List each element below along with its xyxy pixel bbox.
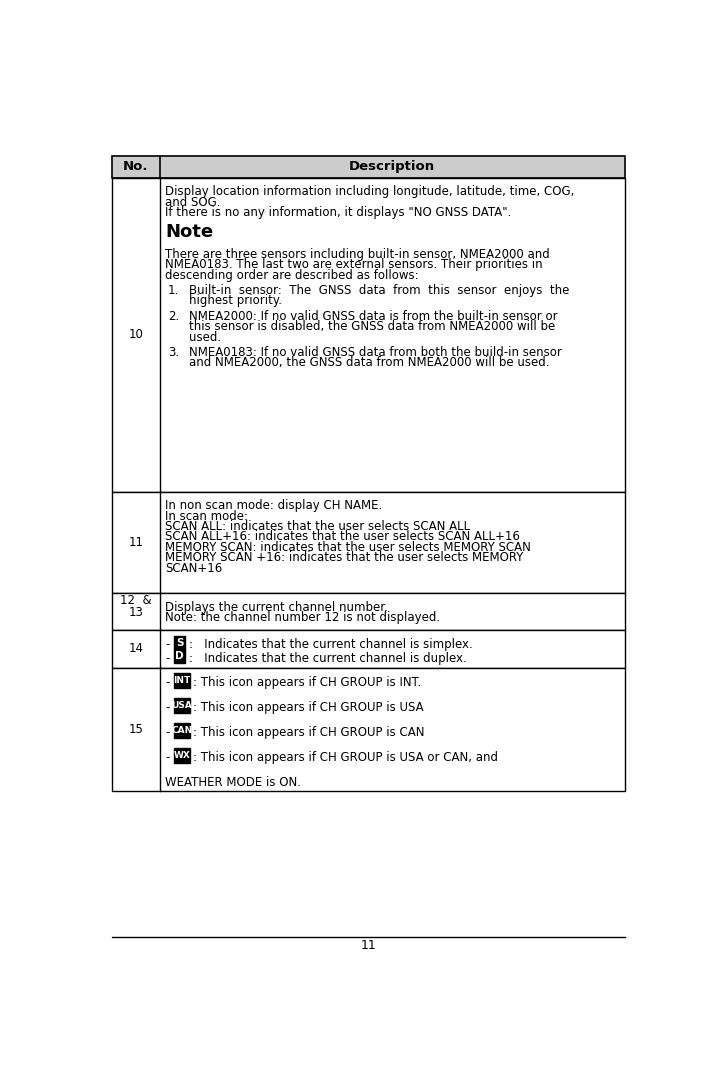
Text: In scan mode:: In scan mode: — [165, 509, 248, 522]
Text: and NMEA2000, the GNSS data from NMEA2000 will be used.: and NMEA2000, the GNSS data from NMEA200… — [188, 356, 549, 369]
Text: -: - — [165, 638, 170, 651]
Text: WEATHER MODE is ON.: WEATHER MODE is ON. — [165, 776, 301, 789]
Text: -: - — [165, 677, 170, 689]
Text: MEMORY SCAN: indicates that the user selects MEMORY SCAN: MEMORY SCAN: indicates that the user sel… — [165, 541, 531, 554]
Text: 11: 11 — [129, 536, 143, 549]
Text: :   Indicates that the current channel is duplex.: : Indicates that the current channel is … — [188, 652, 466, 665]
Text: highest priority.: highest priority. — [188, 295, 282, 308]
Text: 10: 10 — [129, 328, 143, 341]
Text: and SOG.: and SOG. — [165, 195, 221, 208]
Text: : This icon appears if CH GROUP is INT.: : This icon appears if CH GROUP is INT. — [193, 677, 421, 689]
Text: 14: 14 — [129, 642, 143, 655]
Text: 15: 15 — [129, 723, 143, 736]
Text: Note: Note — [165, 223, 214, 241]
Bar — [112, 593, 625, 630]
Bar — [174, 748, 190, 763]
Text: 2.: 2. — [168, 310, 179, 323]
Text: descending order are described as follows:: descending order are described as follow… — [165, 269, 418, 282]
Text: D: D — [175, 652, 184, 661]
Text: this sensor is disabled, the GNSS data from NMEA2000 will be: this sensor is disabled, the GNSS data f… — [188, 320, 555, 333]
Text: : This icon appears if CH GROUP is CAN: : This icon appears if CH GROUP is CAN — [193, 726, 424, 739]
Bar — [112, 178, 625, 492]
Text: NMEA0183: If no valid GNSS data from both the build-in sensor: NMEA0183: If no valid GNSS data from bot… — [188, 346, 562, 359]
Text: :   Indicates that the current channel is simplex.: : Indicates that the current channel is … — [188, 638, 472, 651]
Text: S: S — [176, 638, 183, 647]
Text: INT: INT — [173, 677, 191, 685]
Text: Description: Description — [349, 161, 435, 174]
Text: MEMORY SCAN +16: indicates that the user selects MEMORY: MEMORY SCAN +16: indicates that the user… — [165, 551, 523, 564]
Text: Displays the current channel number.: Displays the current channel number. — [165, 601, 388, 614]
Text: -: - — [165, 751, 170, 764]
Text: NMEA0183. The last two are external sensors. Their priorities in: NMEA0183. The last two are external sens… — [165, 258, 543, 271]
Bar — [112, 156, 625, 178]
Bar — [112, 492, 625, 593]
Bar — [174, 636, 186, 650]
Text: Note: the channel number 12 is not displayed.: Note: the channel number 12 is not displ… — [165, 611, 440, 624]
Text: 1.: 1. — [168, 284, 179, 297]
Text: used.: used. — [188, 330, 221, 343]
Text: NMEA2000: If no valid GNSS data is from the built-in sensor or: NMEA2000: If no valid GNSS data is from … — [188, 310, 557, 323]
Text: 13: 13 — [129, 606, 143, 619]
Text: : This icon appears if CH GROUP is USA: : This icon appears if CH GROUP is USA — [193, 701, 423, 714]
Text: 12  &: 12 & — [120, 595, 152, 607]
Bar — [112, 668, 625, 791]
Text: USA: USA — [171, 701, 192, 710]
Text: WX: WX — [173, 751, 191, 760]
Text: In non scan mode: display CH NAME.: In non scan mode: display CH NAME. — [165, 500, 383, 513]
Text: 11: 11 — [361, 939, 376, 952]
Text: -: - — [165, 726, 170, 739]
Text: If there is no any information, it displays "NO GNSS DATA".: If there is no any information, it displ… — [165, 206, 511, 219]
Text: SCAN ALL: indicates that the user selects SCAN ALL: SCAN ALL: indicates that the user select… — [165, 520, 470, 533]
Text: CAN: CAN — [171, 726, 193, 735]
Bar — [174, 723, 190, 738]
Text: SCAN ALL+16: indicates that the user selects SCAN ALL+16: SCAN ALL+16: indicates that the user sel… — [165, 531, 520, 544]
Text: No.: No. — [123, 161, 149, 174]
Text: SCAN+16: SCAN+16 — [165, 561, 222, 574]
Bar — [112, 630, 625, 668]
Text: -: - — [165, 652, 170, 665]
Bar — [174, 698, 190, 713]
Bar — [174, 673, 190, 688]
Text: -: - — [165, 701, 170, 714]
Text: There are three sensors including built-in sensor, NMEA2000 and: There are three sensors including built-… — [165, 248, 550, 261]
Bar — [174, 650, 186, 664]
Text: : This icon appears if CH GROUP is USA or CAN, and: : This icon appears if CH GROUP is USA o… — [193, 751, 498, 764]
Text: 3.: 3. — [168, 346, 179, 359]
Text: Built-in  sensor:  The  GNSS  data  from  this  sensor  enjoys  the: Built-in sensor: The GNSS data from this… — [188, 284, 569, 297]
Text: Display location information including longitude, latitude, time, COG,: Display location information including l… — [165, 186, 574, 199]
